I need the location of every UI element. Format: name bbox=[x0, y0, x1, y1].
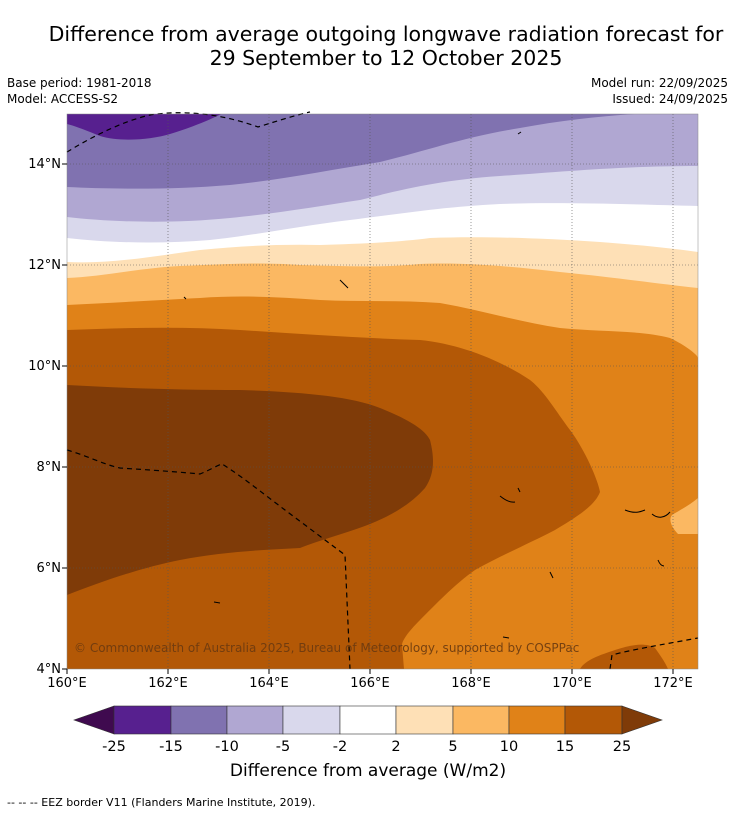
island-group-4 bbox=[183, 131, 522, 639]
band-c1-nw bbox=[67, 114, 222, 140]
colorbar-title: Difference from average (W/m2) bbox=[229, 761, 507, 781]
colorbar-label: 2 bbox=[391, 739, 400, 755]
x-tick-label: 172°E bbox=[653, 676, 693, 691]
colorbar-label: 15 bbox=[556, 739, 574, 755]
colorbar-swatch bbox=[282, 705, 341, 735]
band-above-max bbox=[67, 385, 433, 595]
y-tick-label: 4°N bbox=[37, 662, 62, 677]
colorbar-arrow-max bbox=[621, 705, 663, 735]
meta-right: Model run: 22/09/2025 Issued: 24/09/2025 bbox=[591, 75, 728, 107]
base-period: Base period: 1981-2018 bbox=[7, 76, 152, 90]
x-tick-label: 164°E bbox=[249, 676, 289, 691]
colorbar-label: -2 bbox=[333, 739, 347, 755]
y-tick-label: 8°N bbox=[37, 460, 62, 475]
island-group-3 bbox=[549, 559, 665, 579]
colorbar-swatch bbox=[452, 705, 510, 735]
island-group-1 bbox=[624, 509, 671, 518]
eez-border-north bbox=[66, 111, 311, 153]
colorbar-swatch bbox=[113, 705, 172, 735]
y-tick-label: 12°N bbox=[28, 258, 61, 273]
colorbar-label: -5 bbox=[276, 739, 290, 755]
colorbar-swatch bbox=[508, 705, 566, 735]
colorbar-swatch bbox=[170, 705, 228, 735]
colorbar-swatch bbox=[226, 705, 284, 735]
map-title-line-2: 29 September to 12 October 2025 bbox=[209, 46, 563, 70]
x-tick-label: 168°E bbox=[451, 676, 491, 691]
colorbar-label: 25 bbox=[613, 739, 631, 755]
island-group-2 bbox=[499, 487, 521, 503]
colorbar-label: -25 bbox=[102, 739, 126, 755]
colorbar-label: 10 bbox=[500, 739, 518, 755]
colorbar-swatch bbox=[395, 705, 454, 735]
map-title-line-1: Difference from average outgoing longwav… bbox=[48, 22, 724, 46]
colorbar-arrow-min bbox=[73, 705, 115, 735]
colorbar bbox=[73, 705, 663, 735]
model-name: Model: ACCESS-S2 bbox=[7, 92, 119, 106]
meta-left: Base period: 1981-2018 Model: ACCESS-S2 bbox=[7, 75, 152, 107]
band-c7-se bbox=[670, 498, 698, 534]
colorbar-swatch bbox=[564, 705, 623, 735]
map-title: Difference from average outgoing longwav… bbox=[0, 22, 736, 70]
contour-fill-group bbox=[67, 114, 698, 669]
eez-border-marshall-west bbox=[66, 449, 351, 670]
eez-border-southeast bbox=[609, 637, 699, 670]
x-tick-label: 170°E bbox=[552, 676, 592, 691]
x-tick-label: 162°E bbox=[148, 676, 188, 691]
eez-footnote: -- -- -- EEZ border V11 (Flanders Marine… bbox=[7, 796, 316, 809]
copyright-notice: © Commonwealth of Australia 2025, Bureau… bbox=[74, 641, 580, 655]
y-tick-label: 10°N bbox=[28, 359, 61, 374]
colorbar-label: 5 bbox=[448, 739, 457, 755]
x-tick-label: 160°E bbox=[47, 676, 87, 691]
model-run: Model run: 22/09/2025 bbox=[590, 76, 728, 90]
gridlines bbox=[67, 114, 698, 669]
colorbar-labels: -25 -15 -10 -5 -2 2 5 10 15 25 bbox=[102, 739, 631, 755]
colorbar-swatch bbox=[339, 705, 397, 735]
map-frame bbox=[66, 113, 699, 670]
axis-ticks bbox=[62, 163, 674, 674]
eez-borders bbox=[66, 111, 699, 670]
x-tick-labels: 160°E 162°E 164°E 166°E 168°E 170°E 172°… bbox=[47, 676, 693, 691]
colorbar-label: -15 bbox=[159, 739, 183, 755]
y-tick-label: 14°N bbox=[28, 157, 61, 172]
band-c9-se bbox=[580, 644, 668, 669]
issued-date: Issued: 24/09/2025 bbox=[612, 92, 728, 106]
colorbar-label: -10 bbox=[215, 739, 239, 755]
y-tick-label: 6°N bbox=[37, 561, 62, 576]
y-tick-labels: 14°N 12°N 10°N 8°N 6°N 4°N bbox=[28, 157, 61, 677]
coastlines bbox=[183, 131, 671, 639]
x-tick-label: 166°E bbox=[350, 676, 390, 691]
